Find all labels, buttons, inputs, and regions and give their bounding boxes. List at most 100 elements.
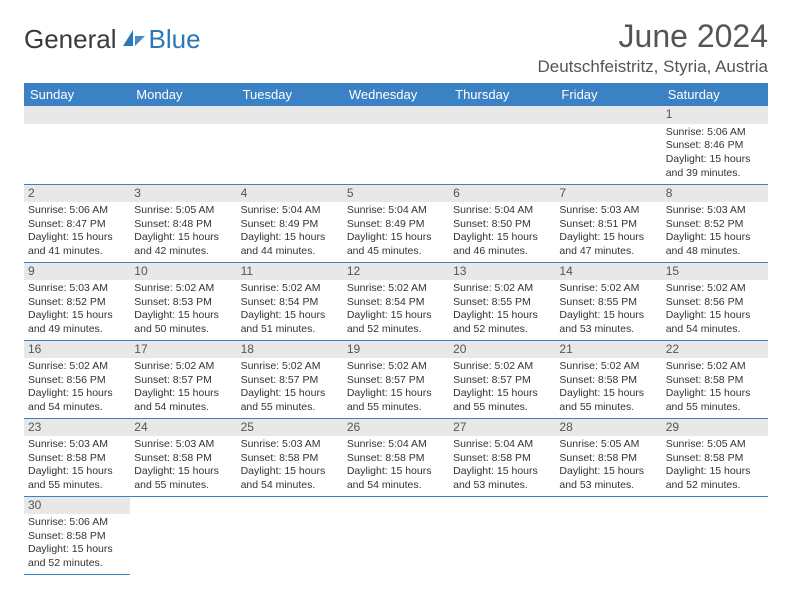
sunset-line: Sunset: 8:55 PM bbox=[559, 296, 657, 310]
sunset-line: Sunset: 8:52 PM bbox=[666, 218, 764, 232]
sunrise-line: Sunrise: 5:02 AM bbox=[559, 282, 657, 296]
sunset-line: Sunset: 8:49 PM bbox=[241, 218, 339, 232]
daylight-line: Daylight: 15 hours and 49 minutes. bbox=[28, 309, 126, 336]
month-title: June 2024 bbox=[537, 18, 768, 55]
daylight-line: Daylight: 15 hours and 47 minutes. bbox=[559, 231, 657, 258]
weekday-header: Saturday bbox=[662, 83, 768, 106]
day-number: 24 bbox=[130, 419, 236, 437]
calendar-cell bbox=[130, 106, 236, 184]
day-number: 28 bbox=[555, 419, 661, 437]
sunset-line: Sunset: 8:56 PM bbox=[28, 374, 126, 388]
day-number: 10 bbox=[130, 263, 236, 281]
sunrise-line: Sunrise: 5:03 AM bbox=[28, 282, 126, 296]
day-number: 21 bbox=[555, 341, 661, 359]
day-number: 8 bbox=[662, 185, 768, 203]
calendar-cell: 23Sunrise: 5:03 AMSunset: 8:58 PMDayligh… bbox=[24, 418, 130, 496]
weekday-header: Wednesday bbox=[343, 83, 449, 106]
daylight-line: Daylight: 15 hours and 54 minutes. bbox=[666, 309, 764, 336]
calendar-cell: 16Sunrise: 5:02 AMSunset: 8:56 PMDayligh… bbox=[24, 340, 130, 418]
calendar-cell: 7Sunrise: 5:03 AMSunset: 8:51 PMDaylight… bbox=[555, 184, 661, 262]
day-number: 19 bbox=[343, 341, 449, 359]
day-number: 14 bbox=[555, 263, 661, 281]
brand-logo: General Blue bbox=[24, 24, 201, 55]
weekday-header: Friday bbox=[555, 83, 661, 106]
daylight-line: Daylight: 15 hours and 46 minutes. bbox=[453, 231, 551, 258]
sunset-line: Sunset: 8:54 PM bbox=[347, 296, 445, 310]
day-number: 22 bbox=[662, 341, 768, 359]
daylight-line: Daylight: 15 hours and 55 minutes. bbox=[134, 465, 232, 492]
sunset-line: Sunset: 8:58 PM bbox=[28, 452, 126, 466]
daylight-line: Daylight: 15 hours and 50 minutes. bbox=[134, 309, 232, 336]
calendar-head: SundayMondayTuesdayWednesdayThursdayFrid… bbox=[24, 83, 768, 106]
daylight-line: Daylight: 15 hours and 39 minutes. bbox=[666, 153, 764, 180]
calendar-row: 23Sunrise: 5:03 AMSunset: 8:58 PMDayligh… bbox=[24, 418, 768, 496]
daylight-line: Daylight: 15 hours and 53 minutes. bbox=[453, 465, 551, 492]
calendar-cell bbox=[555, 106, 661, 184]
sunrise-line: Sunrise: 5:02 AM bbox=[453, 360, 551, 374]
day-number: 2 bbox=[24, 185, 130, 203]
day-number: 17 bbox=[130, 341, 236, 359]
daylight-line: Daylight: 15 hours and 54 minutes. bbox=[347, 465, 445, 492]
sunrise-line: Sunrise: 5:02 AM bbox=[347, 360, 445, 374]
calendar-cell bbox=[343, 106, 449, 184]
day-details: Sunrise: 5:02 AMSunset: 8:58 PMDaylight:… bbox=[555, 358, 661, 417]
weekday-header: Monday bbox=[130, 83, 236, 106]
day-details: Sunrise: 5:05 AMSunset: 8:48 PMDaylight:… bbox=[130, 202, 236, 261]
day-details: Sunrise: 5:04 AMSunset: 8:49 PMDaylight:… bbox=[343, 202, 449, 261]
daylight-line: Daylight: 15 hours and 53 minutes. bbox=[559, 465, 657, 492]
day-details: Sunrise: 5:02 AMSunset: 8:55 PMDaylight:… bbox=[555, 280, 661, 339]
calendar-cell: 24Sunrise: 5:03 AMSunset: 8:58 PMDayligh… bbox=[130, 418, 236, 496]
day-number: 7 bbox=[555, 185, 661, 203]
sunset-line: Sunset: 8:58 PM bbox=[666, 452, 764, 466]
sunset-line: Sunset: 8:48 PM bbox=[134, 218, 232, 232]
sunrise-line: Sunrise: 5:02 AM bbox=[347, 282, 445, 296]
day-details: Sunrise: 5:04 AMSunset: 8:49 PMDaylight:… bbox=[237, 202, 343, 261]
calendar-row: 30Sunrise: 5:06 AMSunset: 8:58 PMDayligh… bbox=[24, 496, 768, 574]
day-number bbox=[449, 106, 555, 124]
calendar-cell: 6Sunrise: 5:04 AMSunset: 8:50 PMDaylight… bbox=[449, 184, 555, 262]
day-details: Sunrise: 5:02 AMSunset: 8:54 PMDaylight:… bbox=[343, 280, 449, 339]
daylight-line: Daylight: 15 hours and 54 minutes. bbox=[28, 387, 126, 414]
calendar-cell bbox=[24, 106, 130, 184]
calendar-cell: 30Sunrise: 5:06 AMSunset: 8:58 PMDayligh… bbox=[24, 496, 130, 574]
sunrise-line: Sunrise: 5:02 AM bbox=[453, 282, 551, 296]
calendar-cell: 20Sunrise: 5:02 AMSunset: 8:57 PMDayligh… bbox=[449, 340, 555, 418]
sunrise-line: Sunrise: 5:02 AM bbox=[666, 360, 764, 374]
day-details: Sunrise: 5:03 AMSunset: 8:58 PMDaylight:… bbox=[237, 436, 343, 495]
sunset-line: Sunset: 8:53 PM bbox=[134, 296, 232, 310]
calendar-cell bbox=[662, 496, 768, 574]
day-details: Sunrise: 5:06 AMSunset: 8:47 PMDaylight:… bbox=[24, 202, 130, 261]
calendar-cell: 1Sunrise: 5:06 AMSunset: 8:46 PMDaylight… bbox=[662, 106, 768, 184]
daylight-line: Daylight: 15 hours and 52 minutes. bbox=[28, 543, 126, 570]
weekday-header: Tuesday bbox=[237, 83, 343, 106]
day-details: Sunrise: 5:06 AMSunset: 8:46 PMDaylight:… bbox=[662, 124, 768, 183]
day-details: Sunrise: 5:03 AMSunset: 8:52 PMDaylight:… bbox=[24, 280, 130, 339]
day-number: 9 bbox=[24, 263, 130, 281]
sunrise-line: Sunrise: 5:02 AM bbox=[666, 282, 764, 296]
sunrise-line: Sunrise: 5:04 AM bbox=[347, 438, 445, 452]
calendar-cell: 19Sunrise: 5:02 AMSunset: 8:57 PMDayligh… bbox=[343, 340, 449, 418]
sunrise-line: Sunrise: 5:03 AM bbox=[666, 204, 764, 218]
day-number: 13 bbox=[449, 263, 555, 281]
calendar-cell: 2Sunrise: 5:06 AMSunset: 8:47 PMDaylight… bbox=[24, 184, 130, 262]
calendar-cell: 13Sunrise: 5:02 AMSunset: 8:55 PMDayligh… bbox=[449, 262, 555, 340]
calendar-cell: 15Sunrise: 5:02 AMSunset: 8:56 PMDayligh… bbox=[662, 262, 768, 340]
calendar-cell: 10Sunrise: 5:02 AMSunset: 8:53 PMDayligh… bbox=[130, 262, 236, 340]
sunset-line: Sunset: 8:54 PM bbox=[241, 296, 339, 310]
weekday-header: Sunday bbox=[24, 83, 130, 106]
day-details: Sunrise: 5:02 AMSunset: 8:55 PMDaylight:… bbox=[449, 280, 555, 339]
calendar-cell bbox=[555, 496, 661, 574]
sunrise-line: Sunrise: 5:03 AM bbox=[559, 204, 657, 218]
sunrise-line: Sunrise: 5:06 AM bbox=[28, 516, 126, 530]
day-number: 16 bbox=[24, 341, 130, 359]
weekday-header: Thursday bbox=[449, 83, 555, 106]
day-number bbox=[130, 106, 236, 124]
sunset-line: Sunset: 8:58 PM bbox=[559, 374, 657, 388]
sunset-line: Sunset: 8:57 PM bbox=[134, 374, 232, 388]
sunset-line: Sunset: 8:58 PM bbox=[134, 452, 232, 466]
day-number bbox=[555, 106, 661, 124]
day-number: 1 bbox=[662, 106, 768, 124]
day-number: 12 bbox=[343, 263, 449, 281]
daylight-line: Daylight: 15 hours and 53 minutes. bbox=[559, 309, 657, 336]
calendar-cell: 28Sunrise: 5:05 AMSunset: 8:58 PMDayligh… bbox=[555, 418, 661, 496]
